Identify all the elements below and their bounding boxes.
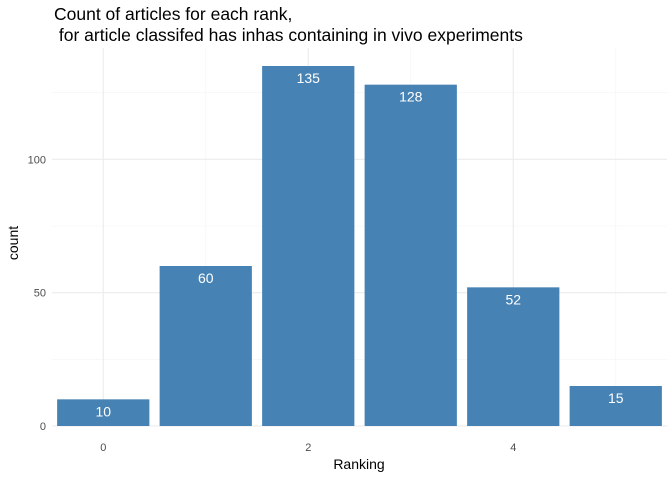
chart-title-line-1: Count of articles for each rank, — [54, 4, 293, 24]
bar — [57, 399, 150, 426]
chart-title-line-2: for article classifed has inhas containi… — [54, 25, 523, 45]
x-tick-label: 4 — [510, 442, 516, 454]
y-tick-label: 50 — [34, 288, 46, 300]
bar — [262, 66, 355, 426]
major-gridlines — [52, 48, 667, 427]
y-tick-label: 100 — [28, 154, 46, 166]
minor-gridlines — [52, 48, 667, 426]
bar-value-labels: 10 60 135 128 52 15 — [95, 70, 623, 419]
bar — [159, 266, 252, 426]
bar — [569, 386, 662, 426]
x-axis-ticks: 0 2 4 — [100, 442, 516, 454]
bar-value-label: 60 — [198, 270, 214, 286]
chart-title: Count of articles for each rank, for art… — [54, 4, 523, 46]
x-axis-title: Ranking — [333, 456, 384, 472]
bars — [57, 66, 662, 427]
bar-value-label: 10 — [95, 403, 111, 419]
bar-value-label: 15 — [608, 390, 624, 406]
bar-value-label: 128 — [399, 89, 423, 105]
y-tick-label: 0 — [40, 421, 46, 433]
bar-value-label: 52 — [505, 291, 521, 307]
x-tick-label: 2 — [305, 442, 311, 454]
y-axis-ticks: 0 50 100 — [28, 154, 46, 433]
y-axis-title: count — [5, 226, 21, 260]
bar — [467, 287, 560, 426]
bar — [364, 84, 457, 427]
x-tick-label: 0 — [100, 442, 106, 454]
bar-value-label: 135 — [297, 70, 321, 86]
